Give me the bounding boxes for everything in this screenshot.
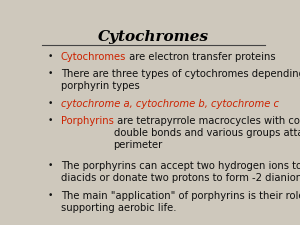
Text: Cytochromes: Cytochromes: [61, 52, 126, 62]
Text: Porphyrins: Porphyrins: [61, 116, 114, 126]
Text: •: •: [48, 161, 53, 170]
Text: •: •: [48, 116, 53, 125]
Text: •: •: [48, 99, 53, 108]
Text: are tetrapyrrole macrocycles with conjugated
double bonds and various groups att: are tetrapyrrole macrocycles with conjug…: [114, 116, 300, 150]
Text: The porphyrins can accept two hydrogen ions to form+2
diacids or donate two prot: The porphyrins can accept two hydrogen i…: [61, 161, 300, 182]
Text: •: •: [48, 52, 53, 61]
Text: The main "application" of porphyrins is their role in
supporting aerobic life.: The main "application" of porphyrins is …: [61, 191, 300, 213]
Text: are electron transfer proteins: are electron transfer proteins: [126, 52, 276, 62]
Text: cytochrome a, cytochrome b, cytochrome c: cytochrome a, cytochrome b, cytochrome c: [61, 99, 279, 109]
Text: •: •: [48, 191, 53, 200]
Text: •: •: [48, 69, 53, 78]
Text: Cytochromes: Cytochromes: [98, 29, 209, 43]
Text: There are three types of cytochromes depending upon the
porphyrin types: There are three types of cytochromes dep…: [61, 69, 300, 91]
